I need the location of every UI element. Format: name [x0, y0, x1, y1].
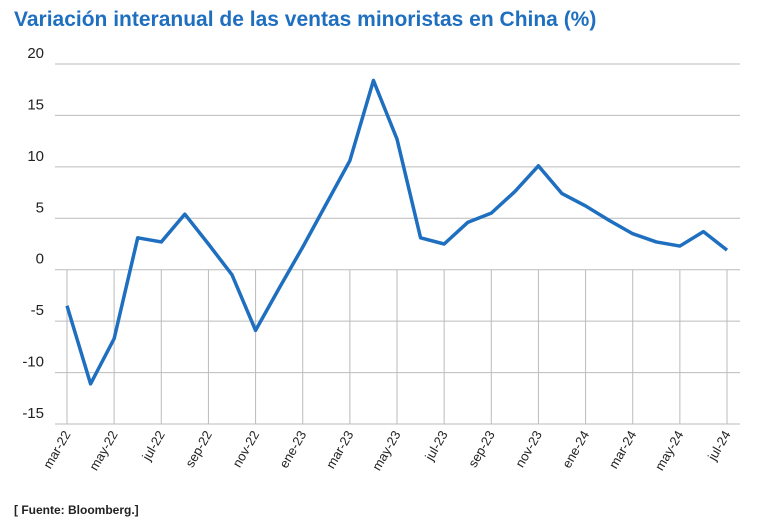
x-tick-label: mar-24 — [606, 428, 640, 471]
x-tick-label: ene-23 — [276, 428, 309, 471]
x-tick-label: may-22 — [86, 428, 121, 473]
x-tick-label: nov-22 — [229, 428, 262, 470]
y-tick-label: 15 — [27, 96, 44, 113]
y-tick-label: 5 — [36, 199, 44, 216]
x-tick-label: jul-22 — [138, 428, 167, 464]
y-tick-label: 20 — [27, 45, 44, 62]
y-tick-label: -5 — [31, 302, 44, 319]
chart-title: Variación interanual de las ventas minor… — [14, 8, 596, 31]
x-tick-label: sep-23 — [465, 428, 498, 470]
x-tick-label: jul-23 — [421, 428, 450, 464]
x-tick-label: mar-22 — [40, 428, 74, 471]
y-tick-label: 0 — [36, 251, 44, 268]
y-tick-label: 10 — [27, 148, 44, 165]
line — [65, 78, 729, 386]
x-tick-label: may-24 — [652, 428, 687, 473]
x-tick-label: ene-24 — [559, 428, 592, 471]
x-tick-label: nov-23 — [512, 428, 545, 470]
source: [ Fuente: Bloomberg.] — [14, 503, 139, 517]
y-tick-label: -10 — [22, 354, 44, 371]
x-tick-label: may-23 — [369, 428, 404, 473]
x-tick-label: jul-24 — [704, 428, 733, 464]
x-tick-label: mar-23 — [323, 428, 357, 471]
y-tick-label: -15 — [22, 405, 44, 422]
x-tick-label: sep-22 — [182, 428, 215, 470]
